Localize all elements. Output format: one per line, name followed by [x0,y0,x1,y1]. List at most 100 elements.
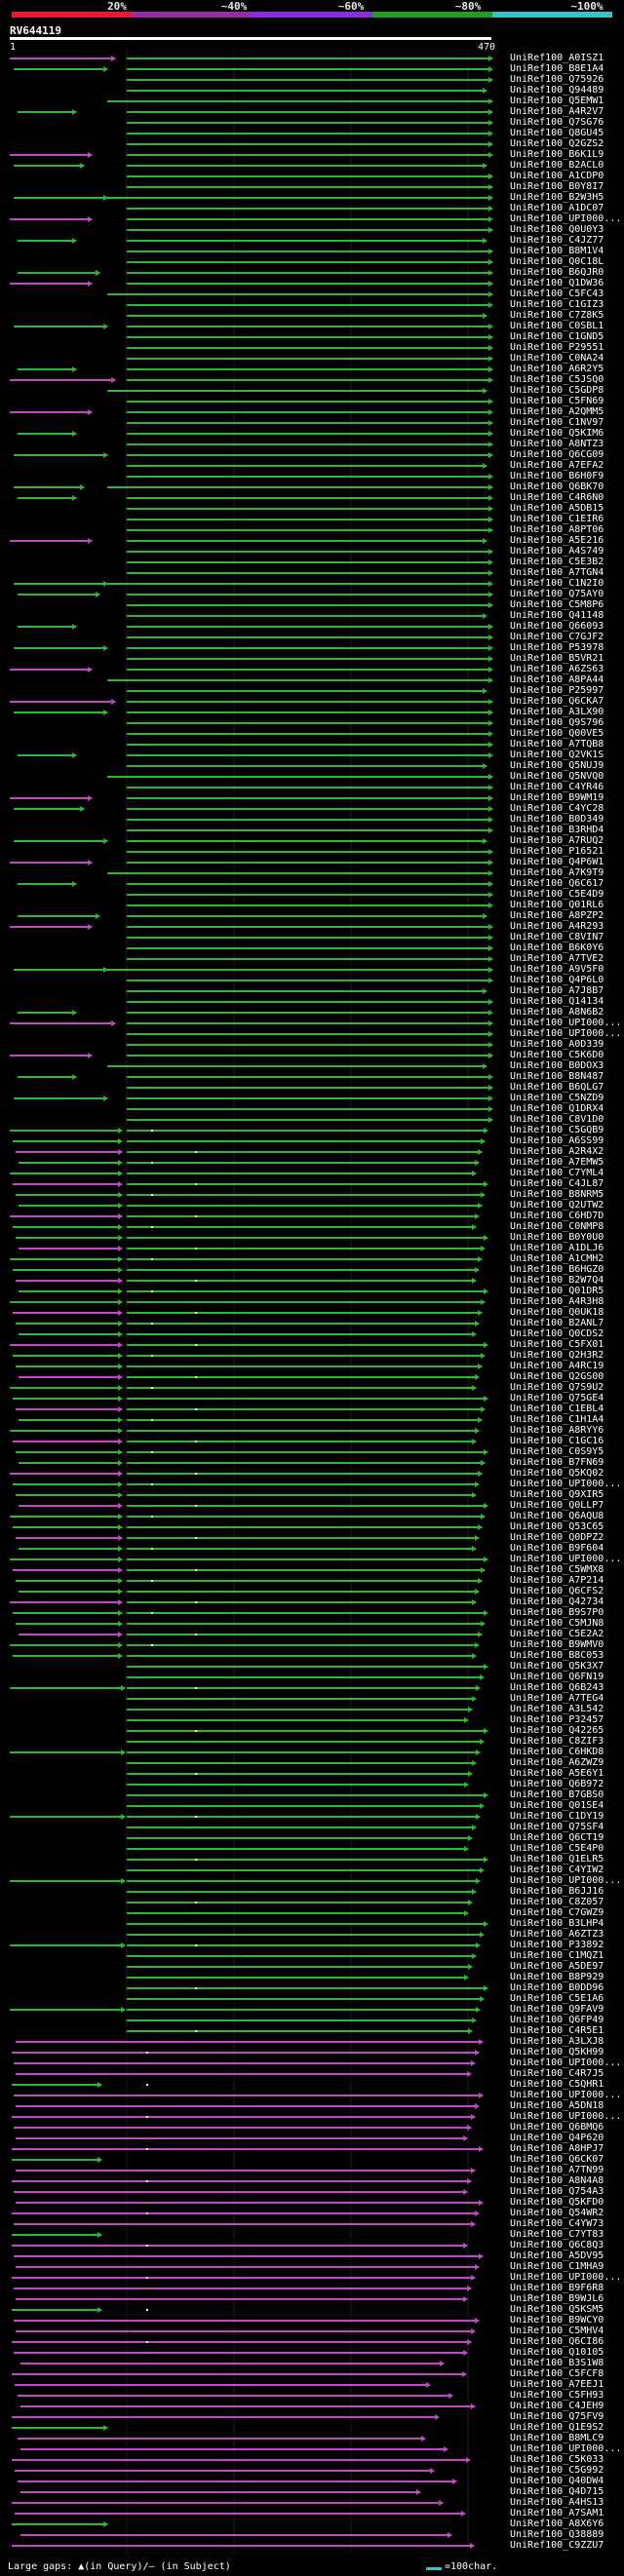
hit-label[interactable]: UniRef100_Q9S796 [510,717,604,728]
hit-label[interactable]: UniRef100_Q8GU45 [510,128,604,138]
hit-label[interactable]: UniRef100_Q6CK07 [510,2154,604,2165]
hit-label[interactable]: UniRef100_Q01RL6 [510,900,604,910]
hit-label[interactable]: UniRef100_UPI000... [510,2443,622,2454]
hit-label[interactable]: UniRef100_Q6AQU8 [510,1511,604,1521]
hit-label[interactable]: UniRef100_A6R2Y5 [510,364,604,374]
hit-label[interactable]: UniRef100_Q9FAV9 [510,2004,604,2015]
hit-label[interactable]: UniRef100_Q5KIM6 [510,428,604,439]
hit-label[interactable]: UniRef100_C5FX01 [510,1339,604,1350]
hit-label[interactable]: UniRef100_B6QJR0 [510,267,604,278]
hit-label[interactable]: UniRef100_C7GWZ9 [510,1907,604,1918]
hit-label[interactable]: UniRef100_B8E1A4 [510,63,604,74]
hit-label[interactable]: UniRef100_UPI000... [510,2111,622,2122]
hit-label[interactable]: UniRef100_C5MJN8 [510,1618,604,1629]
hit-label[interactable]: UniRef100_Q1E9S2 [510,2422,604,2433]
hit-label[interactable]: UniRef100_A8N4A8 [510,2175,604,2186]
hit-label[interactable]: UniRef100_A5E216 [510,535,604,546]
hit-label[interactable]: UniRef100_C1GIZ3 [510,299,604,310]
hit-label[interactable]: UniRef100_Q6B972 [510,1779,604,1789]
hit-label[interactable]: UniRef100_Q75GE4 [510,1393,604,1403]
hit-label[interactable]: UniRef100_C5E1A6 [510,1993,604,2004]
hit-label[interactable]: UniRef100_B9WJL6 [510,2293,604,2304]
hit-label[interactable]: UniRef100_C4YW73 [510,2218,604,2229]
hit-label[interactable]: UniRef100_A1CDP0 [510,171,604,181]
hit-label[interactable]: UniRef100_P25997 [510,685,604,696]
hit-label[interactable]: UniRef100_P33892 [510,1940,604,1950]
hit-label[interactable]: UniRef100_B2ACL0 [510,160,604,171]
hit-label[interactable]: UniRef100_Q6CFS2 [510,1586,604,1596]
hit-label[interactable]: UniRef100_A8RYY6 [510,1425,604,1436]
hit-label[interactable]: UniRef100_A6SS99 [510,1135,604,1146]
hit-label[interactable]: UniRef100_C5GDP8 [510,385,604,396]
hit-label[interactable]: UniRef100_C5QHR1 [510,2079,604,2090]
hit-label[interactable]: UniRef100_Q6FP49 [510,2015,604,2025]
hit-label[interactable]: UniRef100_B6K0Y6 [510,942,604,953]
hit-label[interactable]: UniRef100_UPI000... [510,1875,622,1886]
hit-label[interactable]: UniRef100_Q40DW4 [510,2476,604,2486]
hit-label[interactable]: UniRef100_B6K1L9 [510,149,604,160]
hit-label[interactable]: UniRef100_C5FC43 [510,288,604,299]
hit-label[interactable]: UniRef100_C7Z8K5 [510,310,604,321]
hit-label[interactable]: UniRef100_Q0UK18 [510,1307,604,1318]
hit-label[interactable]: UniRef100_B3S1W8 [510,2358,604,2368]
hit-label[interactable]: UniRef100_B9F604 [510,1543,604,1554]
hit-label[interactable]: UniRef100_B9WMV0 [510,1639,604,1650]
hit-label[interactable]: UniRef100_A7TN99 [510,2165,604,2175]
hit-label[interactable]: UniRef100_B0Y8I7 [510,181,604,192]
hit-label[interactable]: UniRef100_B0Y0U0 [510,1232,604,1243]
hit-label[interactable]: UniRef100_Q2H3R2 [510,1350,604,1361]
hit-label[interactable]: UniRef100_C5E3B2 [510,557,604,567]
hit-label[interactable]: UniRef100_C4YR46 [510,782,604,792]
hit-label[interactable]: UniRef100_C4YC28 [510,803,604,814]
hit-label[interactable]: UniRef100_C6HD7D [510,1211,604,1221]
hit-label[interactable]: UniRef100_Q4P620 [510,2133,604,2143]
hit-label[interactable]: UniRef100_C8Z057 [510,1897,604,1907]
hit-label[interactable]: UniRef100_C5E2A2 [510,1629,604,1639]
hit-label[interactable]: UniRef100_C4R5E1 [510,2025,604,2036]
hit-label[interactable]: UniRef100_B3LHP4 [510,1918,604,1929]
hit-label[interactable]: UniRef100_UPI000... [510,213,622,224]
hit-label[interactable]: UniRef100_C1EBL4 [510,1403,604,1414]
hit-label[interactable]: UniRef100_B2W3H5 [510,192,604,203]
hit-label[interactable]: UniRef100_C6HKD8 [510,1747,604,1757]
hit-label[interactable]: UniRef100_B7GBS0 [510,1789,604,1800]
hit-label[interactable]: UniRef100_Q5KSM5 [510,2304,604,2315]
hit-label[interactable]: UniRef100_Q7SG76 [510,117,604,128]
hit-label[interactable]: UniRef100_C5M8P6 [510,599,604,610]
hit-label[interactable]: UniRef100_B9S7P0 [510,1607,604,1618]
hit-label[interactable]: UniRef100_C4JEH9 [510,2401,604,2411]
hit-label[interactable]: UniRef100_C5G992 [510,2465,604,2476]
hit-label[interactable]: UniRef100_B9WCY0 [510,2315,604,2326]
hit-label[interactable]: UniRef100_A4RC19 [510,1361,604,1371]
hit-label[interactable]: UniRef100_UPI000... [510,2272,622,2283]
hit-label[interactable]: UniRef100_B5VR21 [510,653,604,664]
hit-label[interactable]: UniRef100_Q42734 [510,1596,604,1607]
hit-label[interactable]: UniRef100_C5WMX8 [510,1564,604,1575]
hit-label[interactable]: UniRef100_Q9XIR5 [510,1489,604,1500]
hit-label[interactable]: UniRef100_A7K9T9 [510,867,604,878]
hit-label[interactable]: UniRef100_A8PZP2 [510,910,604,921]
hit-label[interactable]: UniRef100_A5DV95 [510,2250,604,2261]
hit-label[interactable]: UniRef100_C8ZIF3 [510,1736,604,1747]
hit-label[interactable]: UniRef100_C1MQZ1 [510,1950,604,1961]
hit-label[interactable]: UniRef100_B0DD96 [510,1982,604,1993]
hit-label[interactable]: UniRef100_B0D349 [510,814,604,825]
hit-label[interactable]: UniRef100_C1H1A4 [510,1414,604,1425]
hit-label[interactable]: UniRef100_C5K6D0 [510,1050,604,1060]
hit-label[interactable]: UniRef100_C1GND5 [510,331,604,342]
hit-label[interactable]: UniRef100_A7RUQ2 [510,835,604,846]
hit-label[interactable]: UniRef100_Q14134 [510,996,604,1007]
hit-label[interactable]: UniRef100_UPI000... [510,1479,622,1489]
hit-label[interactable]: UniRef100_Q5KH99 [510,2047,604,2057]
hit-label[interactable]: UniRef100_Q6C617 [510,878,604,889]
hit-label[interactable]: UniRef100_B9WM19 [510,792,604,803]
hit-label[interactable]: UniRef100_Q1DW36 [510,278,604,288]
hit-label[interactable]: UniRef100_A8NTZ3 [510,439,604,449]
hit-label[interactable]: UniRef100_B3RHD4 [510,825,604,835]
hit-label[interactable]: UniRef100_C9ZZU7 [510,2540,604,2551]
hit-label[interactable]: UniRef100_Q6CG09 [510,449,604,460]
hit-label[interactable]: UniRef100_UPI000... [510,2090,622,2100]
hit-label[interactable]: UniRef100_Q6CI86 [510,2336,604,2347]
hit-label[interactable]: UniRef100_C5K033 [510,2454,604,2465]
hit-label[interactable]: UniRef100_A6ZWZ9 [510,1757,604,1768]
